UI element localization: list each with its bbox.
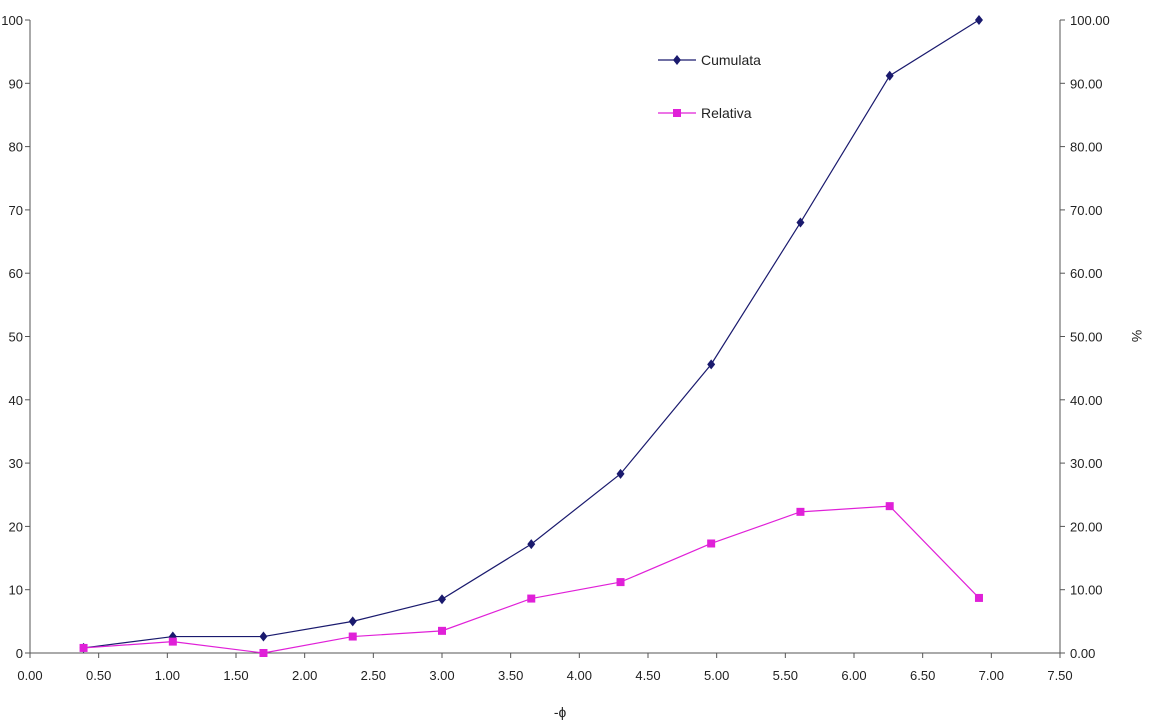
x-tick-label: 6.50 [910,668,935,683]
x-tick-label: 3.50 [498,668,523,683]
data-point [79,643,88,652]
x-tick-label: 7.50 [1047,668,1072,683]
data-point [885,502,894,511]
x-tick-label: 7.00 [979,668,1004,683]
y-left-tick-label: 80 [9,140,23,155]
legend-label: Relativa [701,105,752,121]
x-tick-label: 5.50 [773,668,798,683]
y-left-tick-label: 20 [9,519,23,534]
y-right-tick-label: 30.00 [1070,456,1103,471]
y-right-tick-label: 70.00 [1070,203,1103,218]
y-left-tick-label: 60 [9,266,23,281]
series-line [83,505,980,654]
x-tick-label: 1.50 [223,668,248,683]
y-left-tick-label: 70 [9,203,23,218]
series-cumulata [79,15,983,653]
x-tick-label: 0.50 [86,668,111,683]
y-left-tick-label: 30 [9,456,23,471]
y-right-tick-label: 80.00 [1070,140,1103,155]
series-line [83,19,980,649]
data-point [438,626,446,635]
y-right-tick-label: 100.00 [1070,13,1110,28]
y-axis-right-ticks: 0.00 10.00 20.00 30.00 40.00 50.00 60.00 70.00 8… [1060,13,1110,661]
y-right-tick-label: 10.00 [1070,583,1103,598]
x-tick-label: 1.00 [155,668,180,683]
x-tick-label: 4.00 [567,668,592,683]
y-right-tick-label: 20.00 [1070,519,1103,534]
data-point [796,507,805,516]
x-tick-label: 0.00 [17,668,42,683]
legend-item: Cumulata [658,52,761,68]
x-tick-label: 5.00 [704,668,729,683]
data-point [348,616,357,627]
data-point [348,632,357,641]
legend-item: Relativa [658,105,752,121]
legend: Cumulata Relativa [658,52,761,121]
x-tick-label: 2.00 [292,668,317,683]
x-tick-label: 6.00 [841,668,866,683]
data-point [168,637,177,646]
y-axis-left-ticks: 0 10 20 30 40 50 60 70 80 90 100 [1,13,30,661]
data-point [796,217,805,228]
x-tick-label: 3.00 [429,668,454,683]
x-axis-ticks: 0.00 0.50 1.00 1.50 2.00 2.50 3.00 3.50 4.00 4.50… [17,653,1073,683]
y-right-tick-label: 90.00 [1070,76,1103,91]
y-right-tick-label: 50.00 [1070,330,1103,345]
data-point [974,15,983,25]
data-point [974,593,983,602]
series-layer [79,15,983,657]
chart-axes [29,20,1061,654]
series-relativa [79,502,983,657]
legend-label: Cumulata [701,52,761,68]
data-point [259,649,268,657]
x-axis-label: -ɸ [554,704,567,720]
legend-marker [673,109,681,117]
legend-marker [673,55,681,65]
y-left-tick-label: 10 [9,583,23,598]
x-tick-label: 2.50 [361,668,386,683]
y-left-tick-label: 50 [9,330,23,345]
data-point [707,539,716,548]
data-point [438,594,446,605]
data-point [527,594,536,603]
y-axis-label: % [1129,330,1145,342]
y-right-tick-label: 0.00 [1070,646,1095,661]
data-point [885,70,894,81]
y-left-tick-label: 90 [9,76,23,91]
data-point [616,468,625,479]
data-point [259,631,268,642]
data-point [616,578,625,587]
y-left-tick-label: 0 [16,646,23,661]
data-point [527,539,536,550]
x-tick-label: 4.50 [635,668,660,683]
y-left-tick-label: 40 [9,393,23,408]
y-right-tick-label: 60.00 [1070,266,1103,281]
y-right-tick-label: 40.00 [1070,393,1103,408]
y-left-tick-label: 100 [1,13,23,28]
data-point [707,359,716,370]
